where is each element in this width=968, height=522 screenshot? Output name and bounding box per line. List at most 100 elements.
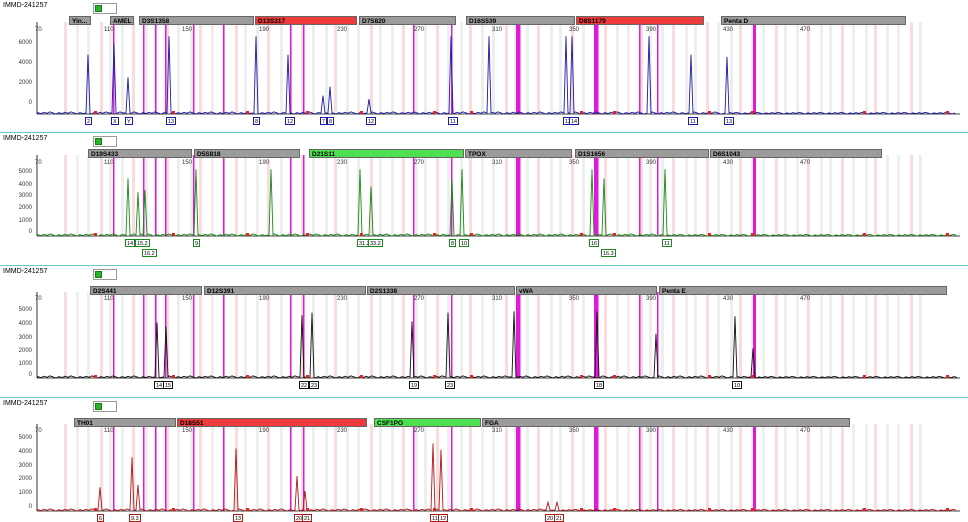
- allele-label[interactable]: 8: [327, 117, 335, 125]
- allele-label[interactable]: 2: [85, 117, 93, 125]
- allele-label[interactable]: 13: [166, 117, 177, 125]
- allele-label[interactable]: 10: [459, 239, 470, 247]
- locus-yin-[interactable]: Yin...: [69, 16, 91, 25]
- marker-line: [597, 155, 599, 236]
- x-tick-label: 470: [800, 296, 811, 302]
- locus-d7s820[interactable]: D7S820: [359, 16, 456, 25]
- locus-d16s539[interactable]: D16S539: [466, 16, 575, 25]
- bin-stripe: [267, 292, 270, 378]
- bin-stripe: [87, 292, 90, 378]
- y-tick-label: 3000: [18, 335, 32, 341]
- locus-amel[interactable]: AMEL: [110, 16, 134, 25]
- locus-d1s1656[interactable]: D1S1656: [575, 149, 709, 158]
- locus-d5s818[interactable]: D5S818: [194, 149, 300, 158]
- bin-stripe: [280, 155, 283, 236]
- artifact-marker: [863, 508, 866, 511]
- y-tick-label: 5000: [18, 169, 32, 175]
- bin-stripe: [874, 424, 877, 511]
- y-tick-label: 1000: [18, 218, 32, 224]
- bin-stripe: [505, 22, 508, 114]
- allele-label[interactable]: 7: [320, 117, 328, 125]
- locus-d13s317[interactable]: D13S317: [255, 16, 357, 25]
- allele-label[interactable]: 33.2: [368, 239, 383, 247]
- bin-stripe: [100, 292, 103, 378]
- locus-d8s1179[interactable]: D8S1179: [576, 16, 704, 25]
- allele-label[interactable]: 11: [662, 239, 672, 247]
- locus-d2s441[interactable]: D2S441: [90, 286, 202, 295]
- bin-stripe: [415, 155, 418, 236]
- allele-label[interactable]: Y: [125, 117, 133, 125]
- allele-label[interactable]: 12: [285, 117, 296, 125]
- allele-label[interactable]: 15: [163, 381, 174, 389]
- allele-label[interactable]: 23: [445, 381, 456, 389]
- allele-label[interactable]: 23: [309, 381, 320, 389]
- locus-d2s1338[interactable]: D2S1338: [367, 286, 515, 295]
- allele-label[interactable]: 16.3: [601, 249, 616, 257]
- allele-label[interactable]: 21: [302, 514, 313, 522]
- sample-status-button[interactable]: [93, 401, 117, 412]
- artifact-marker: [433, 508, 436, 511]
- allele-label[interactable]: 16: [589, 239, 600, 247]
- sample-status-button[interactable]: [93, 136, 117, 147]
- bin-stripe: [762, 292, 765, 378]
- sample-status-button[interactable]: [93, 3, 117, 14]
- bin-stripe: [627, 292, 630, 378]
- bin-stripe: [820, 155, 823, 236]
- artifact-marker: [613, 233, 616, 236]
- locus-fga[interactable]: FGA: [482, 418, 850, 427]
- locus-d21s11[interactable]: D21S11: [309, 149, 464, 158]
- allele-label[interactable]: 18: [594, 381, 605, 389]
- y-tick-label: 3000: [18, 193, 32, 199]
- bin-stripe: [526, 292, 529, 378]
- allele-label[interactable]: 13: [233, 514, 244, 522]
- locus-d18s51[interactable]: D18S51: [177, 418, 367, 427]
- bin-stripe: [436, 22, 439, 114]
- bin-stripe: [886, 292, 889, 378]
- allele-label[interactable]: 11: [448, 117, 458, 125]
- allele-label[interactable]: 15.2: [135, 239, 150, 247]
- allele-label[interactable]: 21: [554, 514, 565, 522]
- bin-stripe: [874, 155, 877, 236]
- bin-stripe: [447, 22, 450, 114]
- locus-penta-e[interactable]: Penta E: [659, 286, 947, 295]
- allele-label[interactable]: 13: [724, 117, 735, 125]
- allele-label[interactable]: 8: [449, 239, 457, 247]
- bin-stripe: [256, 155, 259, 236]
- allele-label[interactable]: 9.3: [129, 514, 141, 522]
- allele-label[interactable]: 11: [688, 117, 698, 125]
- allele-label[interactable]: 22: [299, 381, 310, 389]
- allele-label[interactable]: 14: [125, 239, 136, 247]
- locus-d3s1358[interactable]: D3S1358: [139, 16, 254, 25]
- bin-stripe: [267, 155, 270, 236]
- y-tick-label: 0: [28, 504, 32, 510]
- allele-label[interactable]: 12: [366, 117, 377, 125]
- bin-stripe: [762, 22, 765, 114]
- artifact-marker: [708, 233, 711, 236]
- allele-label[interactable]: 12: [438, 514, 449, 522]
- allele-label[interactable]: 9: [193, 239, 201, 247]
- allele-label[interactable]: X: [111, 117, 119, 125]
- x-tick-label: 70: [35, 27, 42, 33]
- allele-label[interactable]: 10: [732, 381, 743, 389]
- locus-penta-d[interactable]: Penta D: [721, 16, 906, 25]
- allele-label[interactable]: 14: [569, 117, 580, 125]
- bin-stripe: [346, 292, 349, 378]
- sample-status-button[interactable]: [93, 269, 117, 280]
- allele-label[interactable]: 19: [409, 381, 420, 389]
- x-tick-label: 150: [182, 27, 193, 33]
- artifact-marker: [708, 111, 711, 114]
- locus-csf1po[interactable]: CSF1PO: [374, 418, 481, 427]
- marker-line: [155, 424, 157, 511]
- allele-label[interactable]: 6: [97, 514, 105, 522]
- locus-th01[interactable]: TH01: [74, 418, 176, 427]
- bin-stripe: [550, 292, 553, 378]
- locus-d12s391[interactable]: D12S391: [204, 286, 366, 295]
- bin-stripe: [199, 155, 202, 236]
- allele-label[interactable]: 8: [253, 117, 261, 125]
- locus-vwa[interactable]: vWA: [516, 286, 657, 295]
- x-tick-label: 310: [492, 27, 503, 33]
- locus-tpox[interactable]: TPOX: [465, 149, 572, 158]
- locus-d6s1043[interactable]: D6S1043: [710, 149, 882, 158]
- locus-d19s433[interactable]: D19S433: [88, 149, 192, 158]
- allele-label[interactable]: 16.2: [142, 249, 157, 257]
